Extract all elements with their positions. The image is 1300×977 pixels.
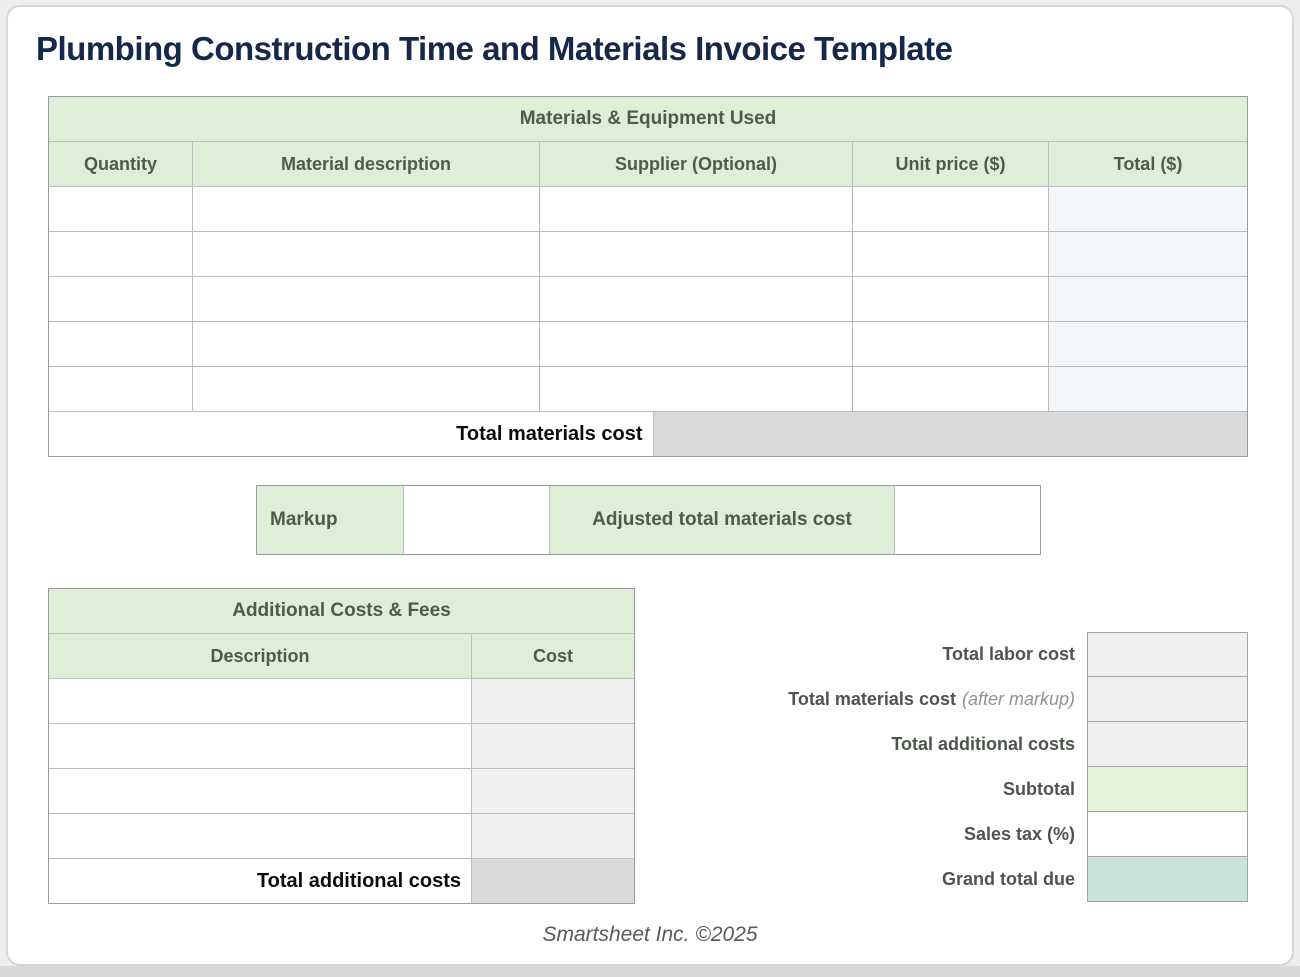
quantity-cell[interactable] [49, 232, 192, 276]
col-header-total: Total ($) [1048, 142, 1247, 186]
total-additional-costs-value [471, 859, 634, 903]
material-description-cell[interactable] [192, 187, 539, 231]
total-materials-cost-after-markup-value [1087, 676, 1248, 722]
additional-cost-row [49, 678, 634, 723]
summary-label: Total materials cost [788, 689, 956, 709]
summary-label-note: (after markup) [961, 689, 1075, 709]
quantity-cell[interactable] [49, 277, 192, 321]
summary-label: Grand total due [941, 869, 1075, 889]
cost-cell[interactable] [471, 769, 634, 813]
materials-row [49, 276, 1247, 321]
additional-costs-total-row: Total additional costs [49, 858, 634, 903]
row-total-cell [1048, 277, 1247, 321]
summary-label: Subtotal [1003, 779, 1075, 799]
summary-row-total-materials-cost: Total materials cost (after markup) [640, 676, 1248, 722]
row-total-cell [1048, 367, 1247, 411]
col-header-material-description: Material description [192, 142, 539, 186]
description-cell[interactable] [49, 814, 471, 858]
supplier-cell[interactable] [539, 277, 852, 321]
markup-label: Markup [257, 486, 403, 554]
summary-row-total-additional-costs: Total additional costs [640, 721, 1248, 767]
additional-costs-title: Additional Costs & Fees [49, 589, 634, 633]
unit-price-cell[interactable] [852, 277, 1048, 321]
cost-cell[interactable] [471, 814, 634, 858]
col-header-description: Description [49, 634, 471, 678]
col-header-unit-price: Unit price ($) [852, 142, 1048, 186]
supplier-cell[interactable] [539, 322, 852, 366]
subtotal-value [1087, 766, 1248, 812]
material-description-cell[interactable] [192, 322, 539, 366]
material-description-cell[interactable] [192, 232, 539, 276]
invoice-summary: Total labor cost Total materials cost (af… [640, 632, 1248, 902]
materials-row [49, 231, 1247, 276]
quantity-cell[interactable] [49, 367, 192, 411]
total-labor-cost-value [1087, 632, 1248, 677]
grand-total-due-value [1087, 856, 1248, 902]
total-materials-cost-label: Total materials cost [456, 422, 643, 445]
col-header-cost: Cost [471, 634, 634, 678]
materials-header-row: Quantity Material description Supplier (… [49, 141, 1247, 186]
supplier-cell[interactable] [539, 367, 852, 411]
summary-row-subtotal: Subtotal [640, 766, 1248, 812]
materials-table-title: Materials & Equipment Used [49, 97, 1247, 141]
additional-costs-table: Additional Costs & Fees Description Cost… [48, 588, 635, 904]
summary-label: Sales tax (%) [963, 824, 1075, 844]
unit-price-cell[interactable] [852, 367, 1048, 411]
summary-row-grand-total-due: Grand total due [640, 856, 1248, 902]
copyright-footer: Smartsheet Inc. ©2025 [542, 923, 758, 946]
additional-cost-row [49, 768, 634, 813]
materials-row [49, 321, 1247, 366]
description-cell[interactable] [49, 769, 471, 813]
col-header-supplier: Supplier (Optional) [539, 142, 852, 186]
supplier-cell[interactable] [539, 187, 852, 231]
page-bottom-strip [0, 966, 1300, 977]
sales-tax-value-cell[interactable] [1087, 811, 1248, 857]
col-header-quantity: Quantity [49, 142, 192, 186]
material-description-cell[interactable] [192, 277, 539, 321]
total-materials-cost-value [652, 412, 1247, 456]
markup-section: Markup Adjusted total materials cost [256, 485, 1041, 555]
materials-equipment-table: Materials & Equipment Used Quantity Mate… [48, 96, 1248, 457]
additional-cost-row [49, 813, 634, 858]
quantity-cell[interactable] [49, 187, 192, 231]
summary-row-total-labor-cost: Total labor cost [640, 632, 1248, 677]
materials-total-row: Total materials cost [49, 411, 1247, 456]
page-title: Plumbing Construction Time and Materials… [36, 30, 953, 67]
unit-price-cell[interactable] [852, 322, 1048, 366]
summary-label: Total labor cost [942, 644, 1075, 664]
unit-price-cell[interactable] [852, 232, 1048, 276]
additional-costs-header-row: Description Cost [49, 633, 634, 678]
material-description-cell[interactable] [192, 367, 539, 411]
total-additional-costs-summary-value [1087, 721, 1248, 767]
markup-value-cell[interactable] [403, 486, 549, 554]
summary-row-sales-tax: Sales tax (%) [640, 811, 1248, 857]
adjusted-total-materials-cost-label: Adjusted total materials cost [549, 486, 894, 554]
supplier-cell[interactable] [539, 232, 852, 276]
row-total-cell [1048, 232, 1247, 276]
unit-price-cell[interactable] [852, 187, 1048, 231]
quantity-cell[interactable] [49, 322, 192, 366]
row-total-cell [1048, 322, 1247, 366]
cost-cell[interactable] [471, 724, 634, 768]
description-cell[interactable] [49, 679, 471, 723]
additional-cost-row [49, 723, 634, 768]
materials-row [49, 186, 1247, 231]
cost-cell[interactable] [471, 679, 634, 723]
summary-label: Total additional costs [891, 734, 1075, 754]
row-total-cell [1048, 187, 1247, 231]
materials-row [49, 366, 1247, 411]
description-cell[interactable] [49, 724, 471, 768]
total-additional-costs-label: Total additional costs [256, 869, 461, 892]
adjusted-total-materials-cost-value [894, 486, 1040, 554]
